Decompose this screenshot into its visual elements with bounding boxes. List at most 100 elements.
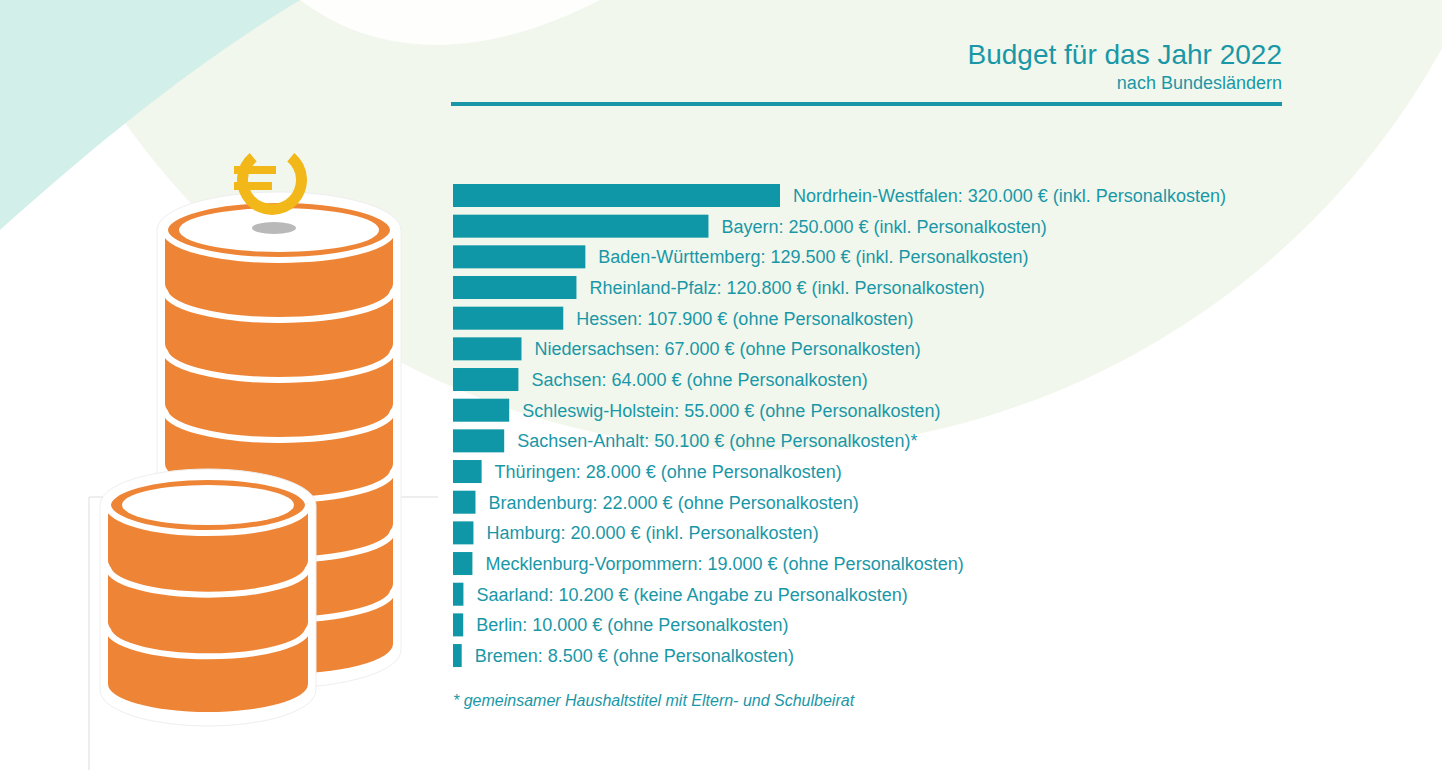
value-label: 10.200 € bbox=[558, 585, 628, 605]
annotation: (ohne Personalkosten) bbox=[661, 462, 842, 482]
bar bbox=[453, 276, 576, 299]
coin-edge bbox=[108, 477, 308, 533]
bar bbox=[453, 399, 509, 422]
value-label: 28.000 € bbox=[586, 462, 656, 482]
annotation: (ohne Personalkosten)* bbox=[729, 431, 917, 451]
value-label: 320.000 € bbox=[968, 186, 1048, 206]
bar-label: Bayern: 250.000 €(inkl. Personalkosten) bbox=[721, 217, 1046, 237]
category-label: Niedersachsen: bbox=[534, 339, 659, 359]
value-label: 19.000 € bbox=[708, 554, 778, 574]
category-label: Sachsen-Anhalt: bbox=[517, 431, 649, 451]
annotation: (ohne Personalkosten) bbox=[759, 401, 940, 421]
category-label: Saarland: bbox=[476, 585, 553, 605]
footnote: * gemeinsamer Haushaltstitel mit Eltern-… bbox=[453, 692, 855, 709]
bar bbox=[453, 184, 780, 207]
bar-label: Hessen:107.900 €(ohne Personalkosten) bbox=[576, 309, 913, 329]
bar bbox=[453, 491, 475, 514]
annotation: (inkl. Personalkosten) bbox=[855, 247, 1028, 267]
chart: Budget für das Jahr 2022 nach Bundeslände… bbox=[0, 0, 1442, 770]
coin-face bbox=[122, 485, 294, 525]
value-label: 50.100 € bbox=[654, 431, 724, 451]
value-label: 67.000 € bbox=[665, 339, 735, 359]
annotation: (ohne Personalkosten) bbox=[607, 615, 788, 635]
category-label: Mecklenburg-Vorpommern: bbox=[485, 554, 702, 574]
bar-label: Baden-Württemberg:129.500 €(inkl. Person… bbox=[598, 247, 1028, 267]
value-label: 107.900 € bbox=[647, 309, 727, 329]
annotation: (inkl. Personalkosten) bbox=[646, 523, 819, 543]
annotation: (ohne Personalkosten) bbox=[687, 370, 868, 390]
annotation: (ohne Personalkosten) bbox=[678, 493, 859, 513]
category-label: Hessen: bbox=[576, 309, 642, 329]
axis-line bbox=[454, 671, 781, 672]
bar bbox=[453, 429, 504, 452]
bar bbox=[453, 644, 462, 667]
annotation: (keine Angabe zu Personalkosten) bbox=[634, 585, 908, 605]
bar-labels: Nordrhein-Westfalen:320.000 €(inkl. Pers… bbox=[475, 186, 1226, 666]
annotation: (ohne Personalkosten) bbox=[732, 309, 913, 329]
bar-label: Bremen:8.500 €(ohne Personalkosten) bbox=[475, 646, 794, 666]
decoration bbox=[0, 0, 1442, 770]
category-label: Berlin: bbox=[476, 615, 527, 635]
coin-outline bbox=[100, 469, 316, 726]
euro-bar bbox=[234, 182, 272, 190]
bar bbox=[453, 521, 473, 544]
bar bbox=[453, 613, 463, 636]
category-label: Nordrhein-Westfalen: bbox=[793, 186, 963, 206]
value-label: 22.000 € bbox=[603, 493, 673, 513]
euro-icon bbox=[234, 153, 307, 234]
coin-stack bbox=[100, 469, 316, 726]
bar bbox=[453, 552, 472, 575]
value-label: 120.800 € bbox=[727, 278, 807, 298]
value-label: 8.500 € bbox=[548, 646, 608, 666]
bar-label: Thüringen:28.000 €(ohne Personalkosten) bbox=[495, 462, 842, 482]
bar bbox=[453, 583, 463, 606]
euro-shadow bbox=[252, 222, 296, 234]
annotation: (ohne Personalkosten) bbox=[783, 554, 964, 574]
bar-label: Rheinland-Pfalz: 120.800 €(inkl. Personal… bbox=[589, 278, 984, 298]
category-label: Baden-Württemberg: bbox=[598, 247, 765, 267]
bar-label: Sachsen-Anhalt:50.100 €(ohne Personalkos… bbox=[517, 431, 917, 451]
title: Budget für das Jahr 2022 bbox=[968, 39, 1282, 70]
background-arc bbox=[300, 0, 600, 45]
annotation: (inkl. Personalkosten) bbox=[812, 278, 985, 298]
bar bbox=[453, 368, 518, 391]
value-label: 250.000 € bbox=[789, 217, 869, 237]
background-arc bbox=[0, 0, 1442, 450]
value-label: 10.000 € bbox=[532, 615, 602, 635]
euro-bar bbox=[234, 166, 276, 174]
category-label: Sachsen: bbox=[531, 370, 606, 390]
bar bbox=[453, 337, 521, 360]
bar-label: Hamburg:20.000 € (inkl. Personalkosten) bbox=[486, 523, 818, 543]
bar-label: Schleswig-Holstein:55.000 €(ohne Persona… bbox=[522, 401, 940, 421]
annotation: (ohne Personalkosten) bbox=[740, 339, 921, 359]
category-label: Thüringen: bbox=[495, 462, 581, 482]
value-label: 64.000 € bbox=[611, 370, 681, 390]
x-axis bbox=[454, 671, 781, 672]
bar-label: Mecklenburg-Vorpommern: 19.000 €(ohne Per… bbox=[485, 554, 963, 574]
category-label: Bremen: bbox=[475, 646, 543, 666]
bar-label: Sachsen:64.000 € (ohne Personalkosten) bbox=[531, 370, 867, 390]
bar bbox=[453, 460, 482, 483]
value-label: 55.000 € bbox=[684, 401, 754, 421]
annotation: (inkl. Personalkosten) bbox=[874, 217, 1047, 237]
bar-label: Nordrhein-Westfalen:320.000 €(inkl. Pers… bbox=[793, 186, 1226, 206]
bar bbox=[453, 307, 563, 330]
coin-face bbox=[179, 208, 379, 252]
bar-label: Berlin:10.000 €(ohne Personalkosten) bbox=[476, 615, 788, 635]
value-label: 129.500 € bbox=[770, 247, 850, 267]
bar bbox=[453, 215, 708, 238]
value-label: 20.000 € bbox=[570, 523, 640, 543]
category-label: Hamburg: bbox=[486, 523, 565, 543]
category-label: Rheinland-Pfalz: bbox=[589, 278, 721, 298]
title-rule bbox=[451, 102, 1282, 106]
bar-label: Brandenburg: 22.000 €(ohne Personalkosten… bbox=[488, 493, 858, 513]
subtitle: nach Bundesländern bbox=[1117, 73, 1282, 93]
category-label: Bayern: bbox=[721, 217, 783, 237]
annotation: (ohne Personalkosten) bbox=[613, 646, 794, 666]
annotation: (inkl. Personalkosten) bbox=[1053, 186, 1226, 206]
category-label: Brandenburg: bbox=[488, 493, 597, 513]
frame-line bbox=[89, 497, 90, 770]
category-label: Schleswig-Holstein: bbox=[522, 401, 679, 421]
bar-label: Niedersachsen: 67.000 €(ohne Personalkost… bbox=[534, 339, 920, 359]
bar-label: Saarland:10.200 € (keine Angabe zu Person… bbox=[476, 585, 907, 605]
